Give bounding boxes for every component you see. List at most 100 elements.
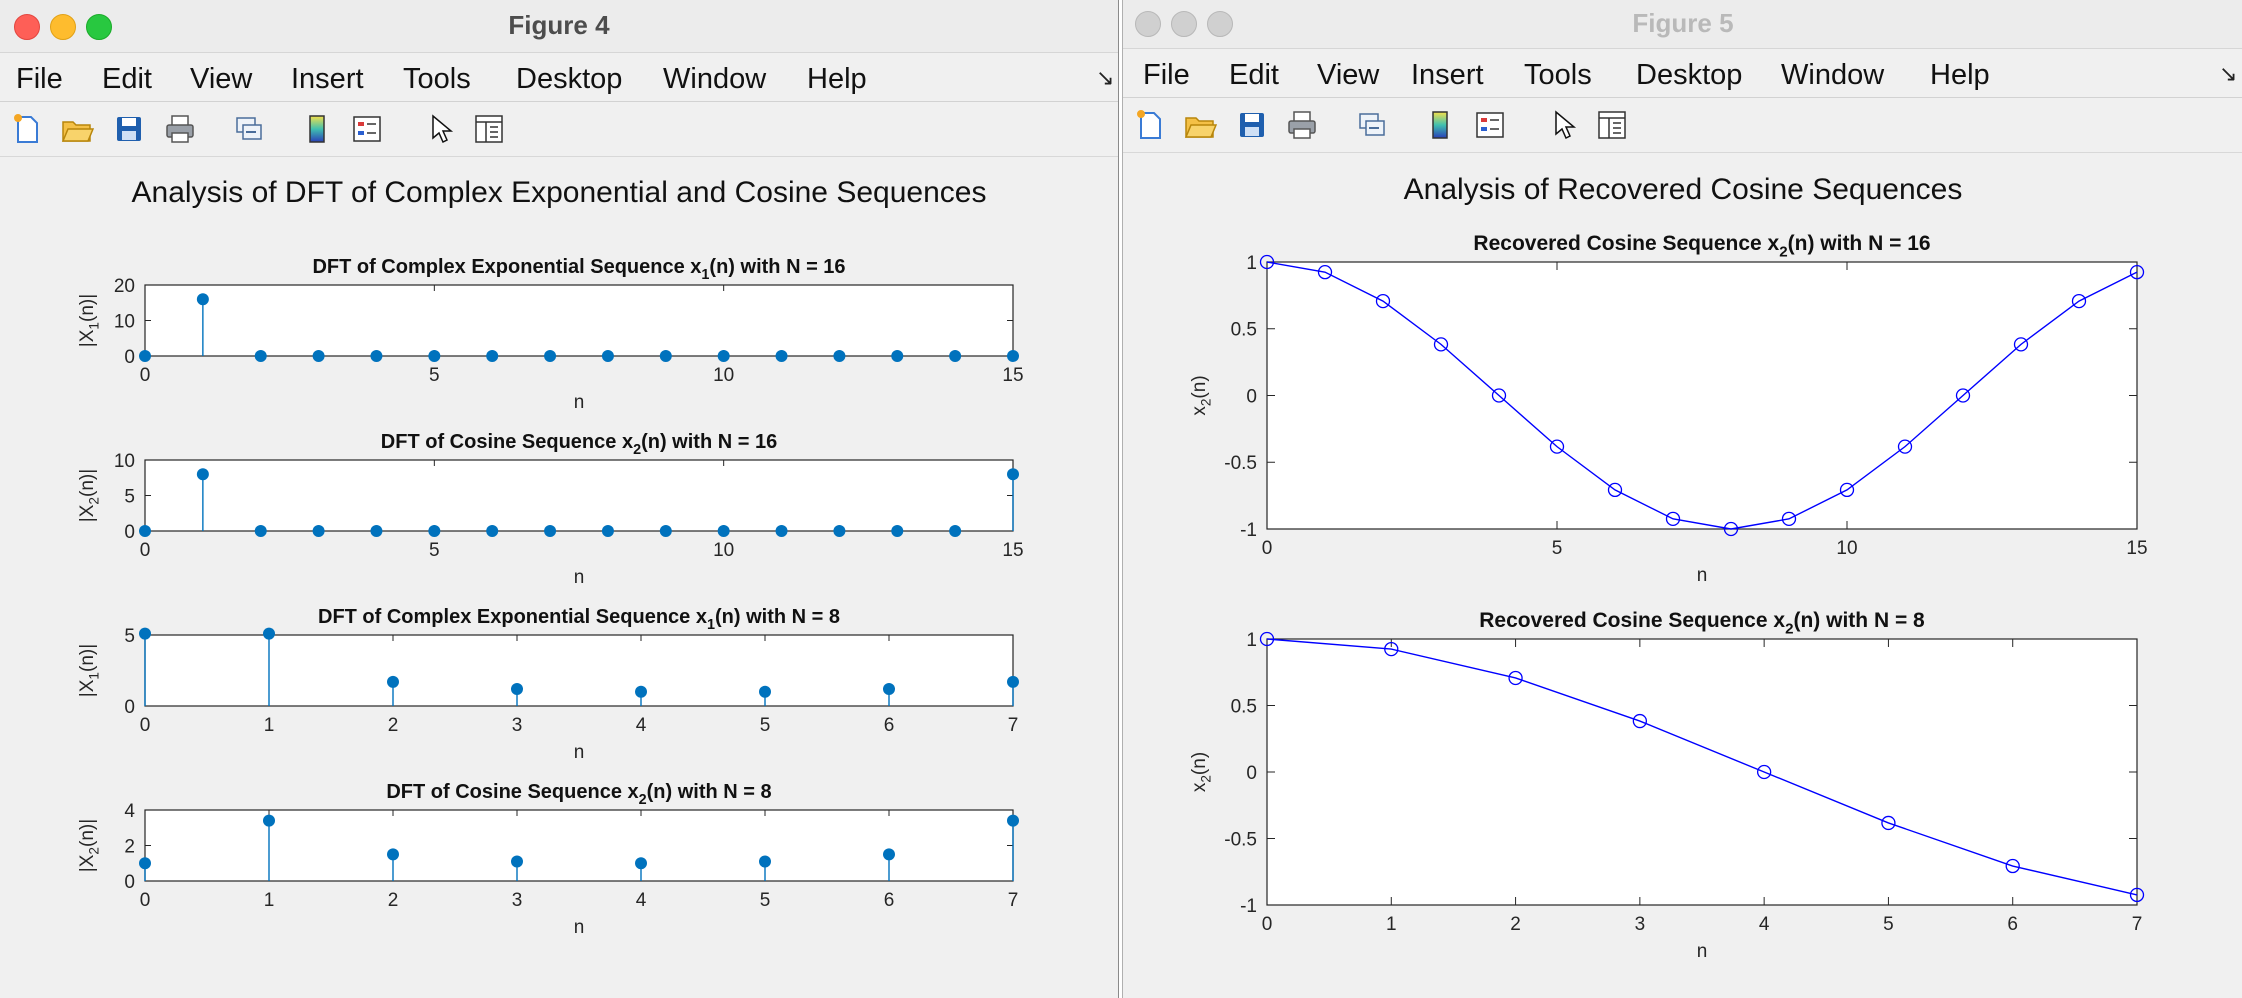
data-point-marker[interactable] (2005, 858, 2020, 874)
stem-marker[interactable] (883, 682, 895, 695)
new-figure-icon[interactable] (10, 112, 44, 146)
data-point-marker[interactable] (2071, 293, 2087, 309)
stem-marker[interactable] (883, 848, 895, 861)
data-point-marker[interactable] (1607, 482, 1623, 498)
axes-2[interactable]: 0 5 10 15 0 5 10 DFT of Cosine Sequence x2(n) w… (77, 431, 1024, 588)
stem-marker[interactable] (428, 350, 441, 362)
stem-marker[interactable] (196, 293, 209, 306)
property-inspector-icon[interactable] (1595, 108, 1629, 142)
property-inspector-icon[interactable] (472, 112, 506, 146)
stem-marker[interactable] (387, 848, 399, 861)
data-point-marker[interactable] (1433, 337, 1449, 352)
stem-marker[interactable] (428, 525, 441, 537)
data-point-marker[interactable] (1375, 293, 1391, 309)
stem-marker[interactable] (949, 525, 962, 537)
pointer-icon[interactable] (1547, 108, 1581, 142)
axes-4[interactable]: 0 1 2 3 4 5 6 7 0 2 4 DFT of Cosine Sequence x2(n) … (77, 781, 1019, 938)
stem-marker[interactable] (1007, 350, 1019, 362)
stem-marker[interactable] (759, 855, 771, 868)
menu-file[interactable]: File (16, 63, 63, 95)
menu-tools[interactable]: Tools (1524, 59, 1592, 91)
menu-insert[interactable]: Insert (291, 63, 364, 95)
stem-marker[interactable] (601, 525, 614, 537)
stem-marker[interactable] (254, 350, 267, 362)
minimize-window-button[interactable] (1171, 11, 1197, 37)
menu-insert[interactable]: Insert (1411, 59, 1484, 91)
stem-marker[interactable] (263, 627, 275, 640)
data-point-marker[interactable] (1756, 764, 1772, 780)
new-figure-icon[interactable] (1133, 108, 1167, 142)
open-file-icon[interactable] (60, 112, 94, 146)
menu-window[interactable]: Window (663, 63, 767, 95)
stem-marker[interactable] (387, 675, 399, 688)
menu-desktop[interactable]: Desktop (516, 63, 623, 95)
stem-marker[interactable] (196, 468, 209, 481)
data-point-marker[interactable] (1632, 713, 1648, 729)
stem-marker[interactable] (544, 350, 557, 362)
save-icon[interactable] (112, 112, 146, 146)
stem-marker[interactable] (949, 350, 962, 362)
stem-marker[interactable] (775, 525, 788, 537)
data-point-marker[interactable] (1549, 439, 1565, 454)
stem-marker[interactable] (544, 525, 557, 537)
stem-marker[interactable] (254, 525, 267, 537)
link-plot-icon[interactable] (1355, 108, 1389, 142)
menu-desktop[interactable]: Desktop (1636, 59, 1743, 91)
data-point-marker[interactable] (1665, 511, 1681, 527)
stem-marker[interactable] (635, 685, 647, 698)
stem-marker[interactable] (759, 685, 771, 698)
data-point-marker[interactable] (1317, 264, 1333, 280)
axes-6[interactable]: 0 1 2 3 4 5 6 7 -1 -0.5 0 0.5 1 Recovered Cosine Sequ… (1189, 609, 2145, 962)
data-point-marker[interactable] (1955, 388, 1971, 403)
stem-marker[interactable] (1007, 814, 1019, 827)
data-point-marker[interactable] (1491, 388, 1507, 403)
stem-marker[interactable] (717, 350, 730, 362)
stem-marker[interactable] (139, 627, 151, 640)
stem-marker[interactable] (833, 525, 846, 537)
menu-window[interactable]: Window (1781, 59, 1885, 91)
pointer-icon[interactable] (424, 112, 458, 146)
menu-tools[interactable]: Tools (403, 63, 471, 95)
data-point-marker[interactable] (1723, 521, 1739, 537)
stem-marker[interactable] (659, 350, 672, 362)
stem-marker[interactable] (486, 350, 499, 362)
data-point-marker[interactable] (1781, 511, 1797, 527)
print-icon[interactable] (1285, 108, 1319, 142)
menu-edit[interactable]: Edit (1229, 59, 1279, 91)
data-point-marker[interactable] (2013, 337, 2029, 352)
link-plot-icon[interactable] (232, 112, 266, 146)
stem-marker[interactable] (312, 350, 325, 362)
colorbar-icon[interactable] (1423, 108, 1457, 142)
menu-help[interactable]: Help (807, 63, 867, 95)
menu-view[interactable]: View (190, 63, 253, 95)
stem-marker[interactable] (370, 350, 383, 362)
stem-marker[interactable] (891, 525, 904, 537)
stem-marker[interactable] (833, 350, 846, 362)
data-point-marker[interactable] (1259, 254, 1275, 270)
maximize-window-button[interactable] (1207, 11, 1233, 37)
close-window-button[interactable] (14, 14, 40, 40)
data-point-marker[interactable] (1508, 670, 1523, 686)
menu-edit[interactable]: Edit (102, 63, 152, 95)
stem-marker[interactable] (717, 525, 730, 537)
stem-marker[interactable] (659, 525, 672, 537)
data-point-marker[interactable] (1259, 631, 1275, 647)
print-icon[interactable] (163, 112, 197, 146)
stem-marker[interactable] (891, 350, 904, 362)
dock-arrow-icon[interactable]: ↘ (1096, 65, 1115, 90)
stem-marker[interactable] (601, 350, 614, 362)
menu-view[interactable]: View (1317, 59, 1380, 91)
data-point-marker[interactable] (1839, 482, 1855, 498)
menu-file[interactable]: File (1143, 59, 1190, 91)
close-window-button[interactable] (1135, 11, 1161, 37)
stem-marker[interactable] (1007, 675, 1019, 688)
stem-marker[interactable] (775, 350, 788, 362)
stem-marker[interactable] (312, 525, 325, 537)
stem-marker[interactable] (139, 350, 151, 362)
legend-icon[interactable] (1473, 108, 1507, 142)
stem-marker[interactable] (263, 814, 275, 827)
open-file-icon[interactable] (1183, 108, 1217, 142)
maximize-window-button[interactable] (86, 14, 112, 40)
stem-marker[interactable] (511, 682, 523, 695)
stem-marker[interactable] (370, 525, 383, 537)
